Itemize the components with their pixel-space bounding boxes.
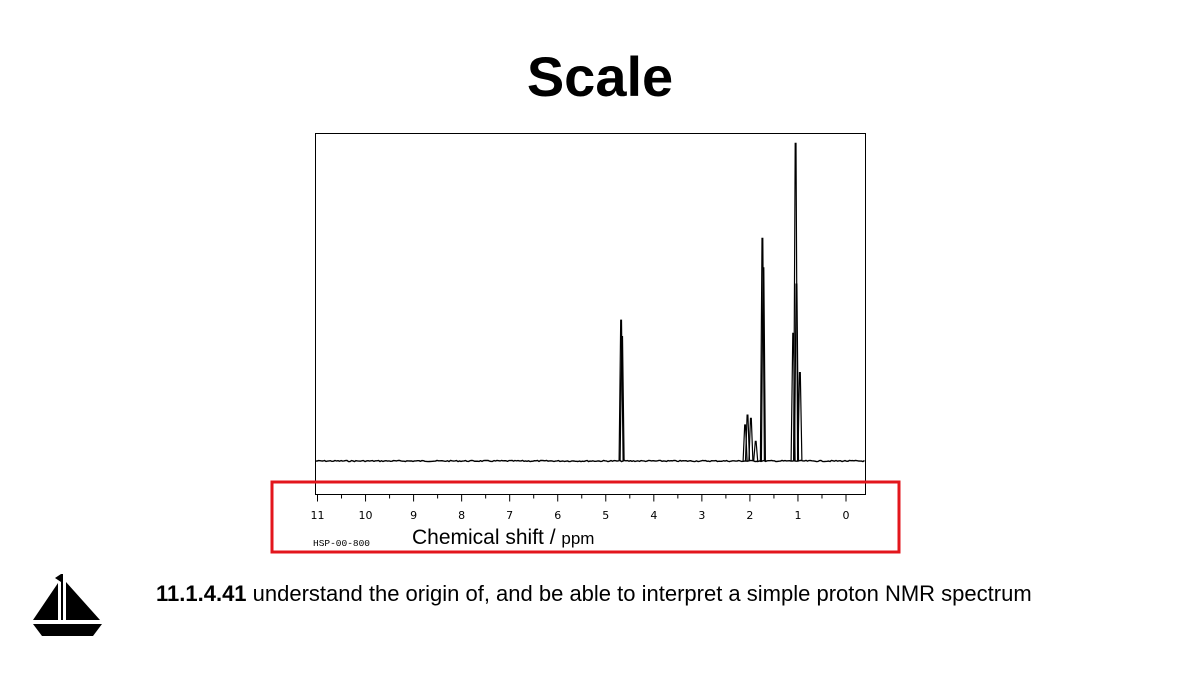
x-axis-label: Chemical shift / ppm (412, 526, 594, 549)
x-axis-tick-labels: 11 10 9 8 7 6 5 4 3 2 1 0 (311, 509, 850, 522)
plot-frame (315, 133, 866, 495)
axis-highlight-box (270, 480, 901, 554)
x-tick-label: 0 (843, 509, 850, 522)
x-tick-label: 6 (554, 509, 561, 522)
x-tick-label: 5 (602, 509, 609, 522)
x-tick-label: 9 (410, 509, 417, 522)
x-tick-label: 4 (650, 509, 657, 522)
spectrum-id-label: HSP-00-800 (313, 538, 370, 549)
spectrum-peak (748, 417, 754, 462)
x-tick-label: 11 (311, 509, 325, 522)
x-tick-label: 7 (506, 509, 513, 522)
spectrum-line (315, 459, 865, 463)
spectrum-peak (618, 319, 624, 462)
spectrum-peak (619, 336, 625, 462)
spectrum-peak (797, 372, 803, 462)
x-axis-label-unit: ppm (561, 529, 594, 548)
sailboat-icon (33, 574, 102, 636)
objective-text: understand the origin of, and be able to… (246, 581, 1032, 606)
objective-code: 11.1.4.41 (156, 581, 247, 606)
x-tick-label: 2 (746, 509, 753, 522)
spectrum-peaks (618, 142, 803, 462)
x-axis-label-main: Chemical shift / (412, 526, 561, 549)
x-tick-label: 1 (794, 509, 801, 522)
spectrum-peak (793, 283, 800, 462)
learning-objective: 11.1.4.41 understand the origin of, and … (156, 580, 1032, 608)
spectrum-peak (753, 440, 759, 462)
spectrum-peak (759, 237, 765, 462)
x-tick-label: 10 (359, 509, 373, 522)
x-axis-ticks (317, 494, 847, 502)
x-tick-label: 8 (458, 509, 465, 522)
spectrum-peak (744, 414, 751, 462)
slide-title: Scale (526, 45, 674, 108)
spectrum-peak (760, 267, 766, 462)
x-tick-label: 3 (698, 509, 705, 522)
